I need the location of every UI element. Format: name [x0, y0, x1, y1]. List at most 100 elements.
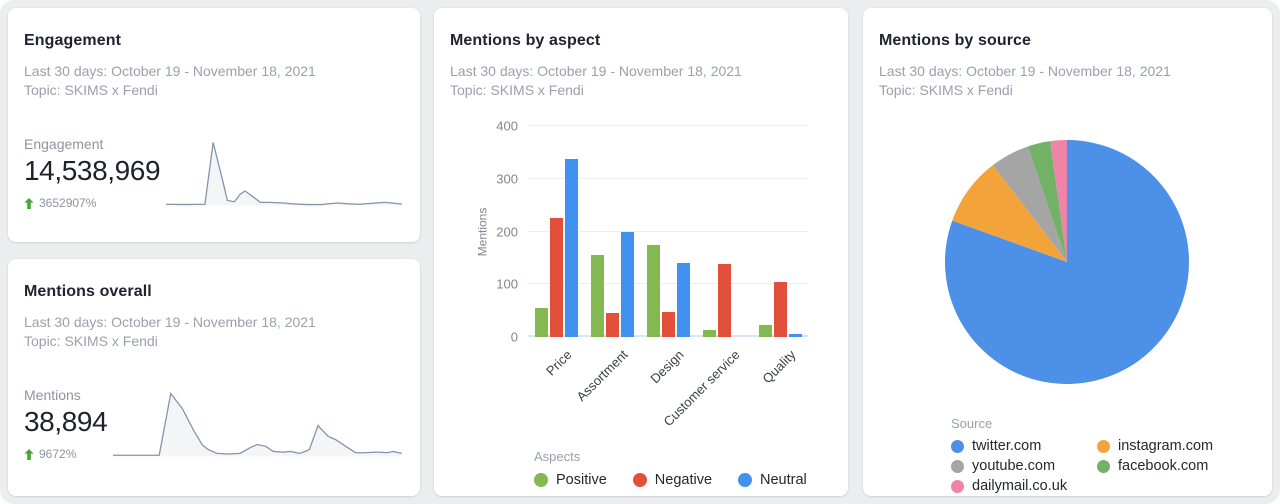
sparkline-line [166, 143, 402, 205]
date-range: Last 30 days: October 19 - November 18, … [24, 63, 316, 79]
card-title: Mentions by source [879, 32, 1032, 49]
bar-group-price [528, 126, 584, 337]
legend-item-positive: Positive [534, 472, 607, 488]
legend-item-negative: Negative [632, 472, 713, 488]
legend-dot [632, 473, 647, 487]
legend-items: twitter.com instagram.com youtube.com faceb… [951, 438, 1254, 494]
legend-dot [951, 439, 964, 453]
card-title: Mentions by aspect [450, 32, 601, 49]
metric-row: Mentions 38,894 9672% [24, 387, 402, 461]
legend-dot [1097, 459, 1110, 473]
legend-dot [951, 459, 964, 473]
date-range: Last 30 days: October 19 - November 18, … [450, 63, 742, 79]
bar-positive [702, 330, 716, 337]
pie-slice-facebook-com [1027, 141, 1067, 262]
legend-label: Negative [654, 472, 713, 488]
engagement-sparkline [166, 138, 402, 210]
bar-groups [528, 126, 808, 337]
y-tick-label: 300 [496, 171, 518, 187]
topic: Topic: SKIMS x Fendi [450, 82, 584, 98]
bar-negative [661, 311, 675, 337]
x-axis-label: Quality [759, 347, 799, 387]
metric-label: Mentions [24, 387, 81, 403]
gridline [528, 230, 808, 232]
metric-block: Engagement 14,538,969 3652907% [24, 136, 161, 210]
x-axis-label: Assortment [573, 347, 631, 405]
legend-dot [534, 473, 548, 487]
change-percent: 9672% [39, 447, 77, 461]
y-axis-title: Mentions [475, 207, 490, 256]
topic: Topic: SKIMS x Fendi [24, 82, 158, 98]
topic: Topic: SKIMS x Fendi [24, 333, 158, 349]
bar-positive [758, 325, 772, 337]
pie-slice-youtube-com [992, 146, 1067, 262]
gridline [528, 177, 808, 179]
bar-negative [549, 218, 563, 337]
legend-label: youtube.com [972, 458, 1056, 474]
legend-title: Aspects [534, 449, 581, 464]
legend-label: dailymail.co.uk [972, 478, 1068, 494]
mentions-overall-card: Mentions overall Last 30 days: October 1… [8, 259, 420, 496]
sparkline-fill [166, 142, 402, 206]
y-tick-label: 0 [510, 329, 518, 345]
metric-block: Mentions 38,894 9672% [24, 387, 108, 461]
topic: Topic: SKIMS x Fendi [879, 82, 1013, 98]
legend-label: twitter.com [972, 438, 1042, 454]
metric-value: 14,538,969 [24, 155, 161, 186]
gridline [528, 283, 808, 285]
card-title: Engagement [24, 32, 122, 49]
card-subtitle: Last 30 days: October 19 - November 18, … [879, 62, 1254, 100]
metric-label: Engagement [24, 136, 104, 152]
bar-positive [646, 244, 660, 337]
bar-positive [590, 255, 604, 337]
bar-negative [605, 313, 619, 337]
legend-items: Positive Negative Neutral [534, 472, 830, 488]
legend-label: Positive [556, 472, 607, 488]
date-range: Last 30 days: October 19 - November 18, … [24, 314, 316, 330]
bar-group-assortment [584, 126, 640, 337]
bar-group-quality [752, 126, 808, 337]
y-tick-label: 200 [496, 224, 518, 239]
legend-item-neutral: Neutral [738, 472, 807, 488]
legend-label: Neutral [760, 472, 807, 488]
legend-label: instagram.com [1118, 438, 1214, 454]
pie-svg [944, 140, 1189, 384]
metric-value: 38,894 [24, 406, 108, 437]
bar-group-design [640, 126, 696, 337]
pie-slice-twitter-com [944, 140, 1189, 384]
sparkline-line [113, 394, 402, 456]
bar-negative [773, 281, 787, 337]
x-axis-label: Price [543, 347, 575, 379]
bar-chart-legend: Aspects Positive Negative Neutral [534, 449, 830, 488]
metric-change-badge: 9672% [24, 447, 107, 461]
legend-dot [951, 479, 964, 493]
mentions-by-aspect-card: Mentions by aspect Last 30 days: October… [434, 8, 848, 496]
pie-slice-instagram-com [951, 165, 1067, 262]
legend-dot [738, 473, 753, 487]
legend-label: facebook.com [1118, 458, 1209, 474]
pie-chart [879, 140, 1254, 384]
sparkline-fill [113, 393, 402, 457]
legend-item-instagram-com: instagram.com [1097, 438, 1254, 454]
card-subtitle: Last 30 days: October 19 - November 18, … [24, 62, 402, 100]
bar-positive [534, 308, 548, 337]
bar-group-customer-service [696, 126, 752, 337]
pie-slice-dailymail-co-uk [1049, 140, 1067, 262]
legend-dot [1097, 439, 1110, 453]
legend-title: Source [951, 416, 993, 431]
y-tick-label: 400 [496, 118, 518, 134]
card-subtitle: Last 30 days: October 19 - November 18, … [24, 313, 402, 351]
y-tick-label: 100 [496, 276, 518, 292]
mentions-sparkline [113, 389, 402, 461]
up-arrow-icon [24, 448, 34, 460]
bar-plot: Mentions 0 100 200 300 400 Price Assortment Des… [475, 119, 808, 429]
bar-neutral [676, 263, 690, 337]
date-range: Last 30 days: October 19 - November 18, … [879, 63, 1171, 79]
engagement-card: Engagement Last 30 days: October 19 - No… [8, 8, 420, 242]
card-title: Mentions overall [24, 283, 152, 300]
legend-item-youtube-com: youtube.com [951, 458, 1097, 474]
bar-negative [717, 263, 731, 337]
legend-item-facebook-com: facebook.com [1097, 458, 1254, 474]
gridline [528, 125, 808, 126]
bar-neutral [620, 231, 634, 337]
